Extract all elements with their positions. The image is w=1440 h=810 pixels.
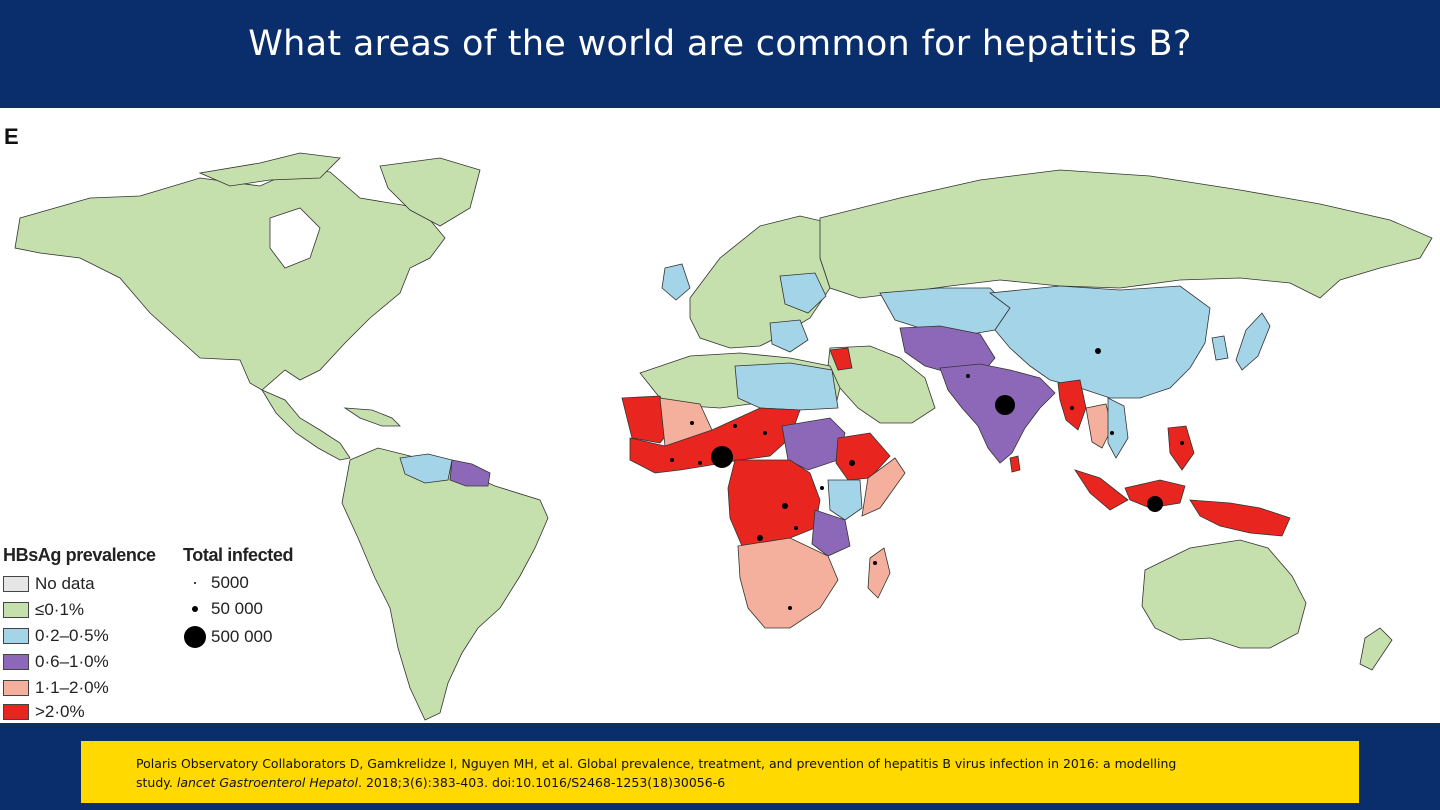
greenland-region [379, 157, 481, 227]
tanzania-region [811, 509, 851, 557]
infection-marker [1147, 496, 1163, 512]
world-map: .land { stroke:#333; stroke-width:0.8; }… [14, 152, 1433, 721]
thailand-region [1085, 403, 1113, 449]
infection-marker [995, 395, 1015, 415]
legend-label: ≤0·1% [35, 600, 85, 619]
infection-marker [794, 526, 798, 530]
infection-marker [698, 461, 702, 465]
central-america-region [261, 389, 351, 461]
infection-marker [1070, 406, 1074, 410]
legend-item-1-1-2-0: 1·1–2·0% [3, 677, 109, 699]
infection-marker [1095, 348, 1101, 354]
eastern-europe-region [779, 272, 827, 314]
infection-marker [966, 374, 970, 378]
china-region [988, 285, 1211, 399]
header-bar: What areas of the world are common for h… [0, 0, 1440, 108]
infection-marker [690, 421, 694, 425]
russia-region [819, 169, 1433, 299]
myanmar-region [1057, 379, 1087, 431]
balkans-region [769, 319, 809, 353]
infection-marker [1180, 441, 1184, 445]
europe-region [689, 215, 831, 349]
prevalence-legend-title: HBsAg prevalence [3, 545, 156, 565]
journal-name: lancet Gastroenterol Hepatol [176, 775, 359, 790]
size-dot-medium [192, 606, 198, 612]
hudson-bay [269, 207, 321, 269]
legend-swatch [3, 628, 29, 644]
citation-box: Polaris Observatory Collaborators D, Gam… [81, 741, 1359, 803]
indonesia-region [1074, 469, 1291, 537]
infection-marker [788, 606, 792, 610]
infection-marker [733, 424, 737, 428]
southern-africa-region [737, 537, 839, 629]
legend-swatch [3, 654, 29, 670]
slide-title: What areas of the world are common for h… [248, 24, 1192, 64]
infection-marker [763, 431, 767, 435]
sri-lanka-region [1009, 455, 1021, 473]
egypt-libya-region [734, 362, 839, 411]
infected-legend-title: Total infected [183, 545, 294, 565]
legend-item-gt-2-0: >2·0% [3, 701, 85, 723]
legend-swatch [3, 680, 29, 696]
map-panel: .land { stroke:#333; stroke-width:0.8; }… [0, 108, 1440, 723]
infection-marker [782, 503, 788, 509]
infection-marker [757, 535, 763, 541]
infection-marker [849, 460, 855, 466]
japan-region [1235, 312, 1271, 371]
infection-marker [873, 561, 877, 565]
legend-swatch [3, 602, 29, 618]
infection-marker [1110, 431, 1114, 435]
sahel-region [629, 407, 801, 474]
legend-item-0-6-1-0: 0·6–1·0% [3, 651, 109, 673]
kenya-region [827, 479, 863, 521]
venezuela-region [399, 453, 453, 484]
korea-region [1211, 335, 1229, 361]
citation-line-2: study. lancet Gastroenterol Hepatol. 201… [136, 775, 726, 790]
guianas-region [449, 459, 491, 487]
size-legend-500000: 500 000 [183, 625, 272, 649]
legend-label: 0·2–0·5% [35, 626, 109, 645]
legend-swatch [3, 704, 29, 720]
legend-item-le-0-1: ≤0·1% [3, 599, 84, 621]
infection-marker [820, 486, 824, 490]
panel-label: E [4, 124, 19, 149]
size-label: 50 000 [211, 599, 263, 618]
north-america-region [14, 167, 446, 391]
legend-label: No data [35, 574, 95, 593]
levant-region [829, 347, 853, 371]
infection-marker [670, 458, 674, 462]
uk-region [661, 263, 691, 301]
size-dot-small [194, 582, 196, 584]
caribbean-islands [343, 407, 401, 427]
arctic-islands [198, 152, 341, 187]
map-legend: HBsAg prevalence Total infected No data … [3, 545, 323, 723]
australia-region [1141, 539, 1307, 649]
infection-marker [711, 446, 733, 468]
legend-swatch [3, 576, 29, 592]
size-dot-large [184, 626, 206, 648]
citation-line-1: Polaris Observatory Collaborators D, Gam… [136, 756, 1177, 771]
vietnam-region [1107, 397, 1129, 459]
india-region [939, 363, 1056, 464]
somalia-region [861, 457, 906, 517]
new-zealand-region [1359, 627, 1393, 671]
philippines-region [1167, 425, 1195, 471]
central-africa-region [727, 459, 821, 549]
legend-label: >2·0% [35, 702, 85, 721]
size-label: 500 000 [211, 627, 273, 646]
legend-label: 0·6–1·0% [35, 652, 109, 671]
south-america-region [341, 447, 549, 721]
size-legend-5000: 5000 [183, 571, 249, 595]
legend-item-0-2-0-5: 0·2–0·5% [3, 625, 109, 647]
madagascar-region [867, 547, 891, 599]
legend-label: 1·1–2·0% [35, 678, 109, 697]
size-label: 5000 [211, 573, 249, 592]
size-legend-50000: 50 000 [183, 597, 263, 621]
legend-item-no-data: No data [3, 573, 95, 595]
